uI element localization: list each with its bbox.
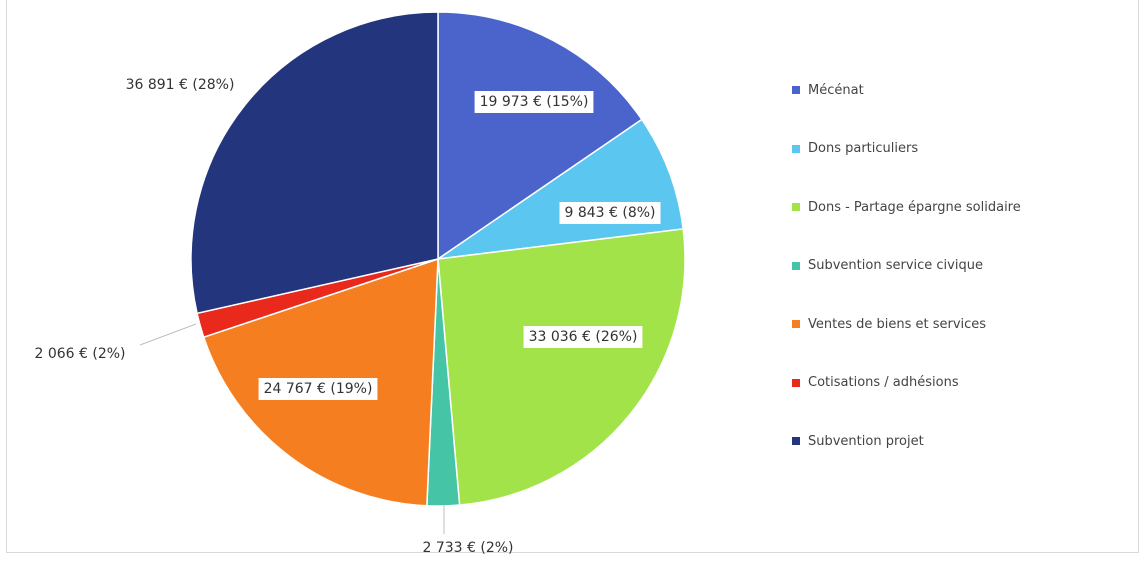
legend-label: Mécénat: [808, 82, 864, 98]
legend-swatch: [792, 203, 800, 211]
data-label-group-7: 36 891 € (28%): [126, 77, 235, 93]
legend-label: Subvention service civique: [808, 258, 983, 273]
data-label-background: [258, 378, 378, 400]
legend-swatch: [792, 378, 800, 387]
legend-item[interactable]: Subvention projet: [792, 431, 1122, 451]
data-label-group-3: 33 036 € (26%): [523, 326, 643, 348]
pie-slice-2[interactable]: [437, 118, 684, 260]
data-label-group-2: 9 843 € (8%): [559, 202, 661, 224]
legend-label: Ventes de biens et services: [808, 316, 987, 332]
legend-swatch: [792, 320, 800, 328]
data-label: 2 733 € (2%): [422, 540, 513, 556]
pie-slice-7[interactable]: [190, 11, 439, 315]
legend-item[interactable]: Ventes de biens et services: [792, 314, 1122, 334]
legend-swatch: [792, 261, 800, 270]
legend-label: Dons - Partage épargne solidaire: [808, 199, 1021, 215]
data-label-group-5: 24 767 € (19%): [258, 378, 378, 400]
legend-item[interactable]: Mécénat: [792, 80, 1122, 100]
legend-item[interactable]: Dons - Partage épargne solidaire: [792, 197, 1122, 217]
data-label: 19 973 € (15%): [480, 94, 589, 110]
data-label-group-6: 2 066 € (2%): [34, 346, 125, 362]
legend-label: Dons particuliers: [808, 141, 919, 156]
data-label: 2 066 € (2%): [34, 346, 125, 362]
data-label-group-4: 2 733 € (2%): [422, 540, 513, 556]
chart-legend: Mécénat Dons particuliers Dons - Partage é…: [792, 80, 1122, 490]
data-label-background: [523, 326, 643, 348]
data-label-background: [559, 202, 661, 224]
data-label-group-1: 19 973 € (15%): [474, 91, 594, 113]
pie-slice-3[interactable]: [437, 228, 686, 506]
data-label: 36 891 € (28%): [126, 77, 235, 93]
legend-swatch: [792, 437, 800, 445]
legend-label: Cotisations / adhésions: [808, 375, 959, 390]
legend-item[interactable]: Dons particuliers: [792, 139, 1122, 159]
pie-slice-1[interactable]: [437, 11, 643, 261]
data-label: 33 036 € (26%): [529, 329, 638, 345]
legend-item[interactable]: Subvention service civique: [792, 256, 1122, 276]
data-label: 24 767 € (19%): [264, 381, 373, 397]
leader-line-6: [139, 323, 197, 346]
legend-swatch: [792, 144, 800, 153]
data-label-background: [474, 91, 594, 113]
data-label: 9 843 € (8%): [564, 205, 655, 221]
legend-swatch: [792, 86, 800, 94]
legend-label: Subvention projet: [808, 433, 924, 449]
legend-item[interactable]: Cotisations / adhésions: [792, 373, 1122, 393]
